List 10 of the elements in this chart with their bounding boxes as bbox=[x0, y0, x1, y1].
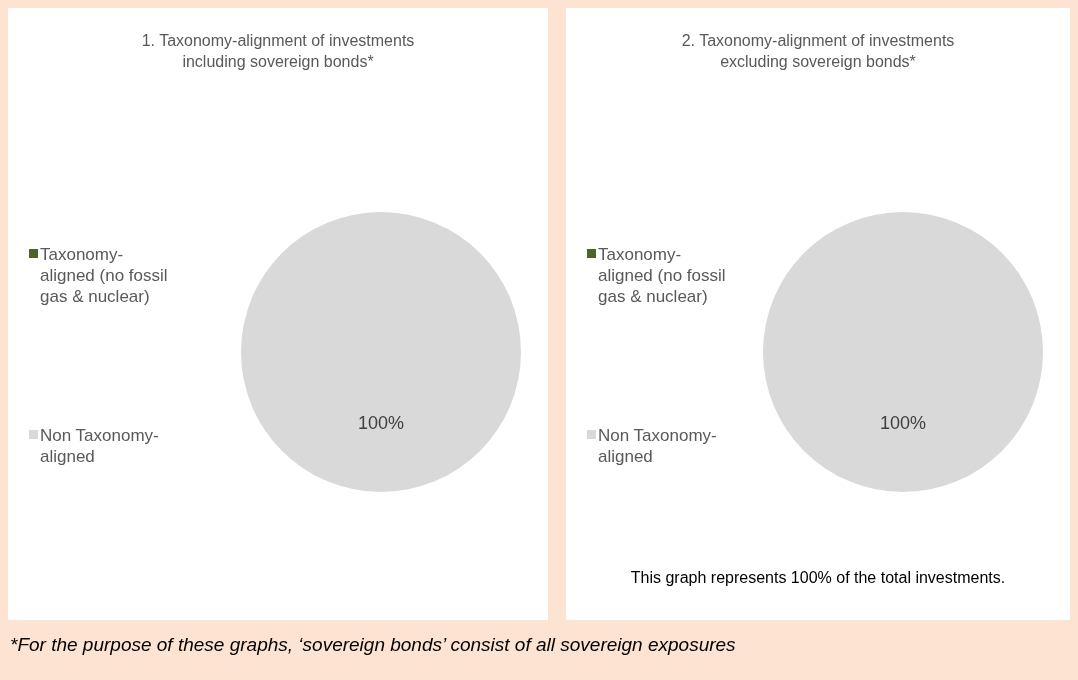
text: This graph represents 100% of the total investments. bbox=[630, 569, 1006, 586]
legend-label: Non Taxonomy-aligned bbox=[598, 426, 717, 466]
chart-title: 1. Taxonomy-alignment of investments including sovereign bonds* bbox=[141, 32, 415, 70]
legend-label: Non Taxonomy-aligned bbox=[40, 426, 159, 466]
text: *For the purpose of these graphs, ‘sovereign bonds’ consist of all sovereign exposures bbox=[10, 634, 737, 655]
data-label: 100% bbox=[879, 413, 927, 433]
legend-label: Taxonomy-aligned (no fossil gas & nuclear) bbox=[40, 245, 168, 306]
chart-title: 2. Taxonomy-alignment of investments excluding sovereign bonds* bbox=[681, 32, 955, 70]
legend-label: Taxonomy-aligned (no fossil gas & nuclear) bbox=[598, 245, 726, 306]
data-label: 100% bbox=[357, 413, 405, 433]
